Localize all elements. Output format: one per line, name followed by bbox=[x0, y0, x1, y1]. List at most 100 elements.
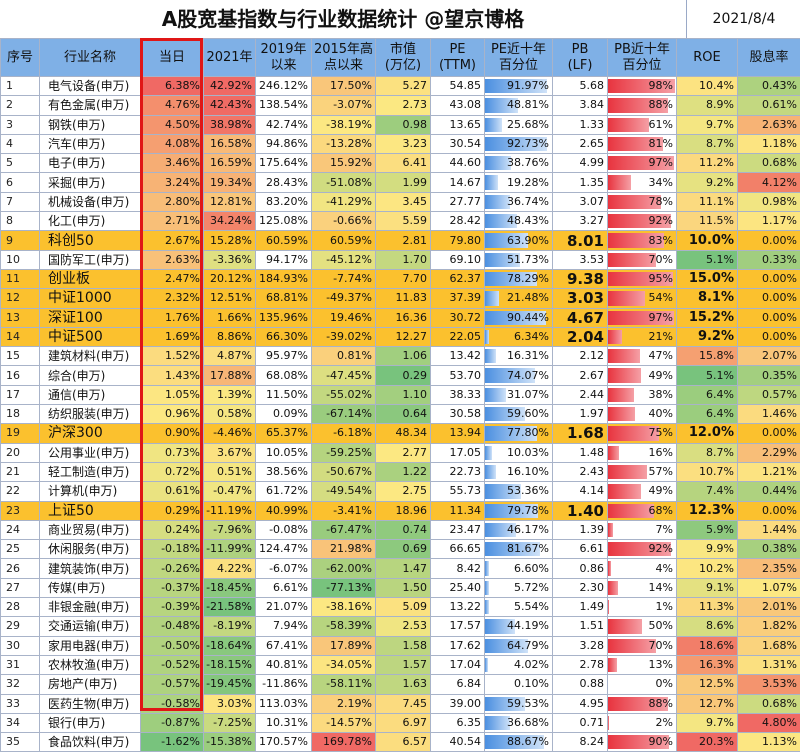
pe-percentile-cell: 21.48% bbox=[485, 289, 553, 308]
since-2015-peak-change-cell: -13.28% bbox=[312, 134, 376, 153]
pe-percentile-cell: 79.78% bbox=[485, 501, 553, 520]
pb-percentile-cell: 0% bbox=[608, 675, 677, 694]
roe-cell: 9.7% bbox=[677, 713, 738, 732]
market-cap-cell: 2.75 bbox=[376, 482, 431, 501]
industry-name-cell: 沪深300 bbox=[40, 424, 141, 443]
industry-name-cell: 电子(申万) bbox=[40, 154, 141, 173]
today-change-cell: 2.63% bbox=[141, 250, 204, 269]
pb-lf-cell: 1.51 bbox=[553, 617, 608, 636]
market-cap-cell: 0.64 bbox=[376, 405, 431, 424]
today-change-cell: 1.76% bbox=[141, 308, 204, 327]
pe-percentile-value: 46.17% bbox=[507, 523, 549, 536]
row-index-cell: 9 bbox=[1, 231, 40, 250]
roe-cell: 10.2% bbox=[677, 559, 738, 578]
since-2019-change-cell: 83.20% bbox=[256, 192, 312, 211]
pb-percentile-bar bbox=[608, 349, 640, 363]
dividend-yield-cell: 0.00% bbox=[738, 231, 800, 250]
pb-percentile-value: 97% bbox=[649, 311, 673, 324]
pe-percentile-bar bbox=[485, 291, 499, 305]
pb-percentile-value: 49% bbox=[649, 484, 673, 497]
pb-lf-cell: 0.88 bbox=[553, 675, 608, 694]
row-index-cell: 5 bbox=[1, 154, 40, 173]
pb-percentile-cell: 83% bbox=[608, 231, 677, 250]
market-cap-cell: 1.58 bbox=[376, 636, 431, 655]
row-index-cell: 34 bbox=[1, 713, 40, 732]
pe-percentile-cell: 51.73% bbox=[485, 250, 553, 269]
market-cap-cell: 1.22 bbox=[376, 462, 431, 481]
pe-percentile-cell: 59.53% bbox=[485, 694, 553, 713]
ytd-2021-change-cell: -21.58% bbox=[204, 598, 256, 617]
pe-percentile-value: 48.81% bbox=[507, 98, 549, 111]
since-2019-change-cell: -11.86% bbox=[256, 675, 312, 694]
roe-cell: 16.3% bbox=[677, 655, 738, 674]
row-index-cell: 20 bbox=[1, 443, 40, 462]
pb-lf-cell: 3.28 bbox=[553, 636, 608, 655]
pe-percentile-bar bbox=[485, 600, 489, 614]
row-index-cell: 26 bbox=[1, 559, 40, 578]
pe-percentile-value: 81.67% bbox=[507, 542, 549, 555]
ytd-2021-change-cell: 3.67% bbox=[204, 443, 256, 462]
pe-ttm-cell: 23.47 bbox=[431, 520, 485, 539]
pe-percentile-bar bbox=[485, 330, 489, 344]
row-index-cell: 24 bbox=[1, 520, 40, 539]
ytd-2021-change-cell: -0.47% bbox=[204, 482, 256, 501]
roe-cell: 8.9% bbox=[677, 96, 738, 115]
ytd-2021-change-cell: 4.22% bbox=[204, 559, 256, 578]
pb-percentile-value: 70% bbox=[649, 253, 673, 266]
pb-percentile-value: 75% bbox=[649, 426, 673, 439]
pb-percentile-cell: 92% bbox=[608, 212, 677, 231]
pb-lf-cell: 1.49 bbox=[553, 598, 608, 617]
pe-percentile-value: 21.48% bbox=[507, 291, 549, 304]
sheet-title: A股宽基指数与行业数据统计 @望京博格 bbox=[0, 0, 686, 38]
pe-ttm-cell: 13.94 bbox=[431, 424, 485, 443]
dividend-yield-cell: 0.00% bbox=[738, 269, 800, 288]
today-change-cell: 0.24% bbox=[141, 520, 204, 539]
since-2019-change-cell: 94.17% bbox=[256, 250, 312, 269]
pb-percentile-cell: 81% bbox=[608, 134, 677, 153]
pe-ttm-cell: 22.05 bbox=[431, 327, 485, 346]
pb-lf-cell: 1.97 bbox=[553, 405, 608, 424]
dividend-yield-cell: 0.38% bbox=[738, 540, 800, 559]
industry-name-cell: 通信(申万) bbox=[40, 385, 141, 404]
pe-percentile-bar bbox=[485, 175, 498, 189]
today-change-cell: 3.46% bbox=[141, 154, 204, 173]
pe-percentile-value: 74.07% bbox=[507, 369, 549, 382]
dividend-yield-cell: 1.21% bbox=[738, 462, 800, 481]
pb-lf-cell: 4.95 bbox=[553, 694, 608, 713]
pb-percentile-cell: 7% bbox=[608, 520, 677, 539]
pb-percentile-value: 92% bbox=[649, 542, 673, 555]
pb-lf-cell: 4.67 bbox=[553, 308, 608, 327]
industry-name-cell: 化工(申万) bbox=[40, 212, 141, 231]
pe-percentile-value: 38.76% bbox=[507, 156, 549, 169]
pe-percentile-value: 48.43% bbox=[507, 214, 549, 227]
market-cap-cell: 48.34 bbox=[376, 424, 431, 443]
pe-percentile-value: 59.60% bbox=[507, 407, 549, 420]
roe-cell: 6.4% bbox=[677, 405, 738, 424]
ytd-2021-change-cell: 0.51% bbox=[204, 462, 256, 481]
since-2019-change-cell: 28.43% bbox=[256, 173, 312, 192]
industry-name-cell: 轻工制造(申万) bbox=[40, 462, 141, 481]
pb-percentile-cell: 61% bbox=[608, 115, 677, 134]
since-2019-change-cell: 67.41% bbox=[256, 636, 312, 655]
pb-percentile-bar bbox=[608, 484, 641, 498]
roe-cell: 9.7% bbox=[677, 115, 738, 134]
pb-percentile-cell: 49% bbox=[608, 482, 677, 501]
since-2015-peak-change-cell: -49.37% bbox=[312, 289, 376, 308]
pb-percentile-value: 50% bbox=[649, 619, 673, 632]
market-cap-cell: 12.27 bbox=[376, 327, 431, 346]
pe-percentile-cell: 78.29% bbox=[485, 269, 553, 288]
row-index-cell: 16 bbox=[1, 366, 40, 385]
since-2019-change-cell: 246.12% bbox=[256, 77, 312, 96]
industry-name-cell: 上证50 bbox=[40, 501, 141, 520]
since-2015-peak-change-cell: -58.39% bbox=[312, 617, 376, 636]
pb-percentile-cell: 70% bbox=[608, 250, 677, 269]
pb-percentile-value: 7% bbox=[656, 523, 673, 536]
today-change-cell: 4.50% bbox=[141, 115, 204, 134]
since-2015-peak-change-cell: -49.54% bbox=[312, 482, 376, 501]
since-2015-peak-change-cell: -51.08% bbox=[312, 173, 376, 192]
pe-percentile-value: 36.74% bbox=[507, 195, 549, 208]
